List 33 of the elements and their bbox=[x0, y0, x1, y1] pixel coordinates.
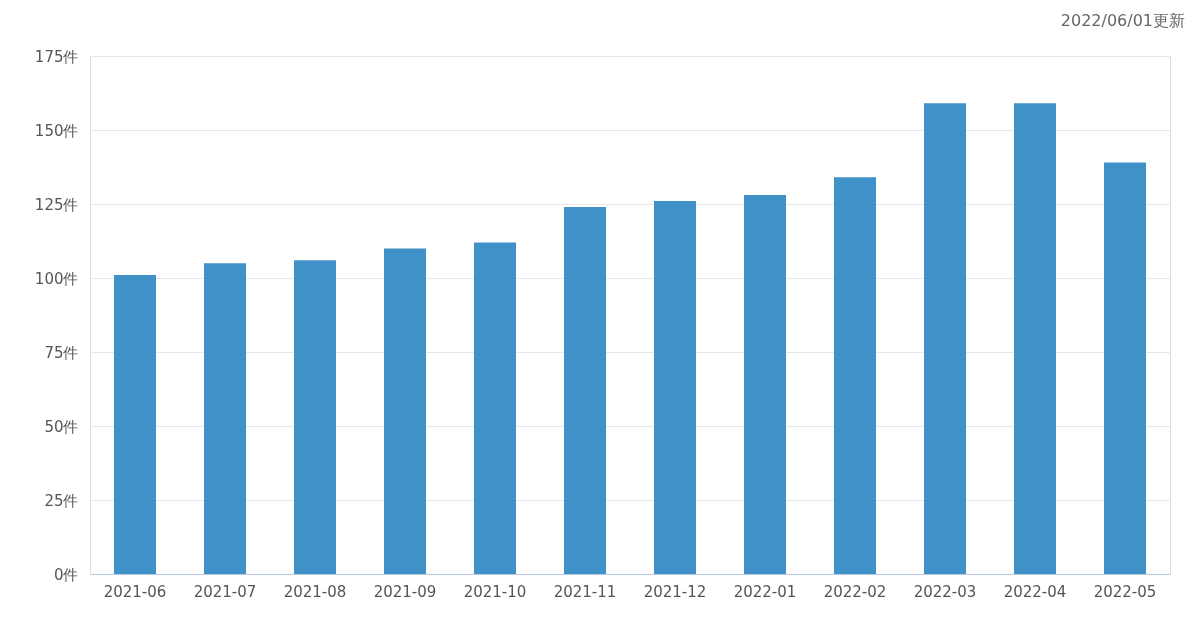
y-tick-label: 0件 bbox=[53, 565, 79, 584]
bar bbox=[1104, 162, 1146, 574]
y-tick-label: 125件 bbox=[34, 195, 79, 214]
x-tick-label: 2022-03 bbox=[913, 582, 977, 601]
x-tick-label: 2021-10 bbox=[463, 582, 527, 601]
bar bbox=[1014, 103, 1056, 574]
x-tick-label: 2022-05 bbox=[1093, 582, 1157, 601]
x-tick-label: 2021-09 bbox=[373, 582, 437, 601]
y-tick-label: 150件 bbox=[34, 121, 79, 140]
y-tick-label: 100件 bbox=[34, 269, 79, 288]
bar bbox=[834, 177, 876, 574]
y-tick-label: 25件 bbox=[44, 491, 79, 510]
bar bbox=[384, 248, 426, 574]
bar bbox=[114, 275, 156, 574]
bar bbox=[294, 260, 336, 574]
x-tick-label: 2021-11 bbox=[553, 582, 617, 601]
x-tick-label: 2022-01 bbox=[733, 582, 797, 601]
x-tick-label: 2022-04 bbox=[1003, 582, 1067, 601]
bar bbox=[924, 103, 966, 574]
x-tick-label: 2021-06 bbox=[103, 582, 167, 601]
y-tick-label: 75件 bbox=[44, 343, 79, 362]
y-tick-label: 175件 bbox=[34, 47, 79, 66]
x-tick-label: 2021-08 bbox=[283, 582, 347, 601]
x-tick-label: 2021-12 bbox=[643, 582, 707, 601]
bar bbox=[564, 206, 606, 574]
bar bbox=[654, 201, 696, 574]
bar bbox=[744, 195, 786, 574]
x-tick-label: 2022-02 bbox=[823, 582, 887, 601]
text: 2022/06/01更新 bbox=[1060, 11, 1185, 30]
bar bbox=[204, 263, 246, 574]
y-tick-label: 50件 bbox=[44, 417, 79, 436]
bar bbox=[474, 242, 516, 574]
x-tick-label: 2021-07 bbox=[193, 582, 257, 601]
